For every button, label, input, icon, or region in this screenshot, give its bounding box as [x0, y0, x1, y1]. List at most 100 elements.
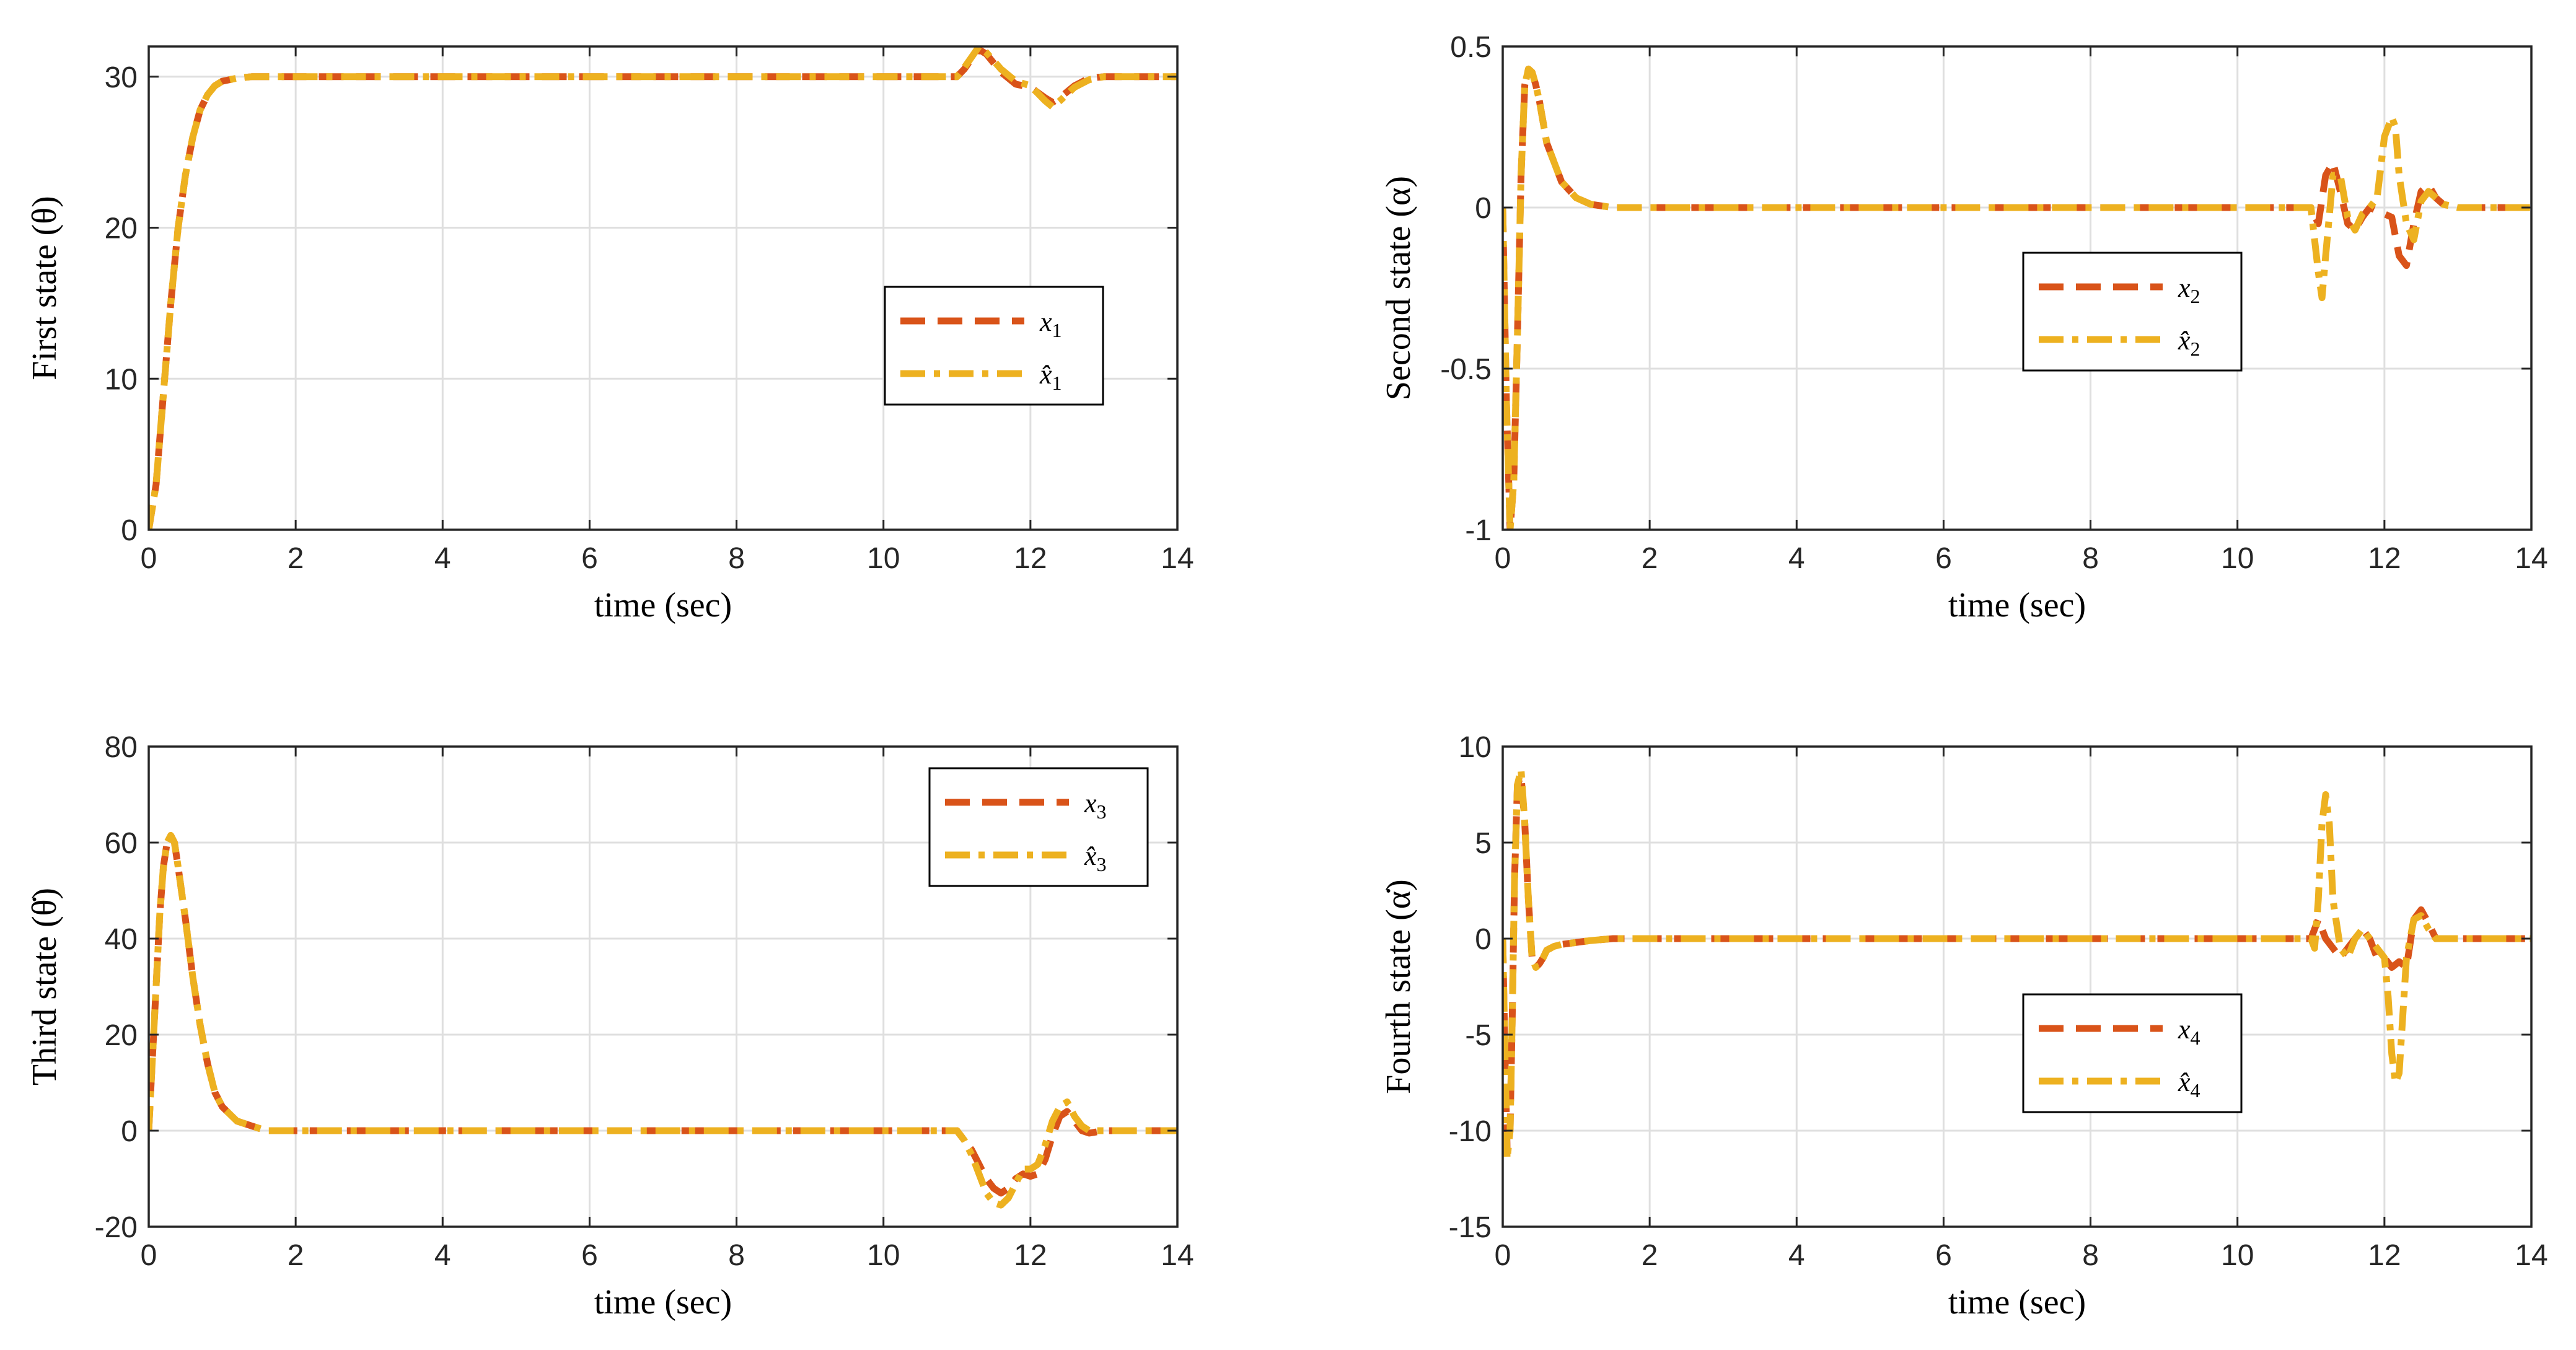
x-tick-label: 10: [867, 1239, 900, 1272]
y-tick-label: -20: [95, 1211, 138, 1244]
legend-label: x3: [1084, 788, 1107, 823]
y-tick-label: -1: [1465, 514, 1492, 547]
axes-box: [147, 45, 1179, 531]
legend-label: x̂1: [1039, 359, 1062, 394]
y-axis-label: First state (θ): [25, 196, 64, 380]
legend-symbol: x: [1084, 788, 1097, 818]
y-tick-label: 40: [105, 923, 138, 956]
x-tick-label: 10: [2221, 542, 2254, 575]
legend: x3x̂3: [928, 767, 1149, 887]
x-tick-label: 14: [1161, 542, 1193, 575]
y-tick-label: -0.5: [1440, 353, 1492, 386]
y-tick-label: 0: [1475, 923, 1492, 956]
x-axis-label: time (sec): [1948, 586, 2086, 625]
x-tick-label: 6: [1935, 542, 1952, 575]
legend-symbol: x̂: [2178, 1067, 2191, 1097]
x-tick-label: 12: [2368, 542, 2401, 575]
x-tick-label: 2: [288, 542, 304, 575]
legend-subscript: 4: [2191, 1079, 2200, 1102]
axes-box: [147, 745, 1179, 1228]
x-tick-label: 4: [1788, 542, 1805, 575]
y-tick-label: 10: [105, 363, 138, 396]
y-tick-label: 20: [105, 213, 138, 245]
y-tick-label: 60: [105, 827, 138, 860]
y-tick-label: -15: [1449, 1211, 1492, 1244]
series-line-x4_hat: [1503, 766, 2531, 1163]
legend-subscript: 4: [2191, 1027, 2200, 1049]
y-tick-label: 0.5: [1450, 31, 1492, 64]
x-tick-label: 12: [2368, 1239, 2401, 1272]
subplot-fourth-state: 0 2 4 6 8 10 12 14 -15 -10 -5 0 5 10 time (sec) Fourth …: [1379, 731, 2548, 1322]
x-tick-label: 6: [581, 542, 598, 575]
x-tick-label: 8: [2082, 542, 2099, 575]
x-axis-label: time (sec): [594, 1283, 732, 1322]
legend: x4x̂4: [2022, 993, 2243, 1113]
legend: x2x̂2: [2022, 252, 2243, 372]
legend-box: [928, 767, 1149, 887]
series-group: [1503, 766, 2531, 1163]
x-tick-label: 6: [581, 1239, 598, 1272]
series-group: [1503, 65, 2531, 530]
legend-label: x2: [2178, 273, 2200, 307]
legend: x1 x̂1: [884, 286, 1104, 406]
x-tick-label: 14: [2515, 1239, 2547, 1272]
y-tick-label: 0: [1475, 192, 1492, 225]
legend-box: [2022, 252, 2243, 372]
axes-box: [1501, 745, 2533, 1228]
series-line-x3_hat: [149, 831, 1177, 1209]
x-tick-label: 14: [2515, 542, 2547, 575]
series-line-x1_hat: [149, 46, 1177, 530]
x-tick-label: 0: [141, 542, 157, 575]
x-tick-label: 12: [1014, 542, 1047, 575]
legend-label: x̂4: [2178, 1067, 2200, 1102]
x-tick-label: 8: [2082, 1239, 2099, 1272]
legend-label: x4: [2178, 1014, 2200, 1049]
y-axis-label: Third state (θ̇): [25, 888, 64, 1085]
x-tick-label: 10: [867, 542, 900, 575]
x-axis-label: time (sec): [1948, 1283, 2086, 1322]
legend-label: x1: [1039, 307, 1062, 341]
x-tick-label: 4: [1788, 1239, 1805, 1272]
y-tick-label: -5: [1465, 1019, 1492, 1052]
legend-symbol: x: [2178, 273, 2191, 303]
x-tick-label: 4: [434, 1239, 451, 1272]
x-tick-label: 0: [1495, 1239, 1511, 1272]
legend-symbol: x: [1039, 307, 1052, 337]
legend-symbol: x̂: [1084, 841, 1097, 871]
legend-subscript: 2: [2191, 338, 2200, 360]
legend-box: [884, 286, 1104, 406]
y-axis-label: Second state (α): [1379, 176, 1418, 400]
y-tick-label: 5: [1475, 827, 1492, 860]
x-tick-label: 0: [141, 1239, 157, 1272]
y-tick-label: 10: [1459, 731, 1492, 764]
legend-subscript: 3: [1097, 853, 1107, 875]
x-tick-label: 10: [2221, 1239, 2254, 1272]
y-tick-label: 0: [121, 1115, 138, 1148]
y-tick-label: 80: [105, 731, 138, 764]
y-axis-label: Fourth state (α̇): [1379, 879, 1418, 1094]
y-tick-label: 30: [105, 61, 138, 94]
x-tick-label: 14: [1161, 1239, 1193, 1272]
legend-label: x̂2: [2178, 325, 2200, 360]
x-tick-label: 8: [728, 1239, 745, 1272]
x-tick-label: 4: [434, 542, 451, 575]
legend-subscript: 2: [2191, 285, 2200, 307]
x-tick-label: 2: [288, 1239, 304, 1272]
x-tick-label: 2: [1642, 542, 1658, 575]
legend-symbol: x̂: [1039, 359, 1052, 390]
x-tick-label: 6: [1935, 1239, 1952, 1272]
series-group: [149, 831, 1177, 1209]
legend-subscript: 1: [1052, 319, 1062, 341]
x-tick-label: 0: [1495, 542, 1511, 575]
x-tick-label: 2: [1642, 1239, 1658, 1272]
x-tick-label: 12: [1014, 1239, 1047, 1272]
axes-box: [1501, 45, 2533, 531]
legend-symbol: x: [2178, 1014, 2191, 1045]
series-line-x2_hat: [1503, 65, 2531, 530]
legend-label: x̂3: [1084, 841, 1107, 875]
subplot-first-state: 0 2 4 6 8 10 12 14 0 10 20 30 time (sec) First state …: [25, 45, 1194, 625]
series-group: [149, 46, 1177, 530]
